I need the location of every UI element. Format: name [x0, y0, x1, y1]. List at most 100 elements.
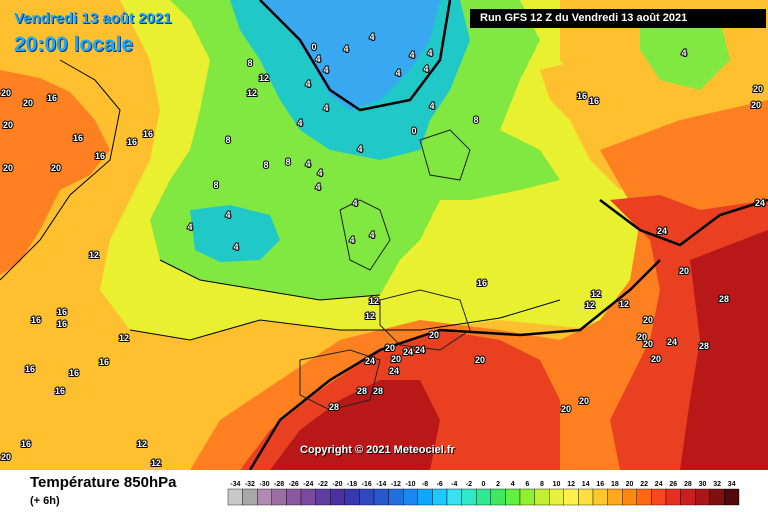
legend-title: Température 850hPa: [30, 474, 177, 491]
run-info: Run GFS 12 Z du Vendredi 13 août 2021: [470, 9, 766, 28]
scale-swatch: [344, 488, 360, 506]
isotherm-label: 16: [47, 93, 57, 103]
isotherm-label: 12: [591, 289, 601, 299]
scale-tick-label: 18: [611, 481, 619, 488]
isotherm-label: 28: [719, 294, 729, 304]
isotherm-label: 20: [51, 163, 61, 173]
isotherm-label: 4: [352, 198, 357, 208]
valid-date: Vendredi 13 août 2021: [14, 10, 172, 27]
scale-tick-label: -20: [332, 481, 342, 488]
scale-tick-label: 4: [511, 481, 515, 488]
isotherm-label: 0: [311, 42, 316, 52]
isotherm-label: 28: [329, 402, 339, 412]
isotherm-label: 16: [55, 386, 65, 396]
isotherm-label: 8: [263, 160, 268, 170]
isotherm-label: 4: [349, 235, 354, 245]
scale-swatch: [432, 488, 448, 506]
scale-tick-label: 24: [655, 481, 663, 488]
scale-tick-label: -12: [391, 481, 401, 488]
scale-tick-label: 14: [582, 481, 590, 488]
scale-tick-label: -28: [274, 481, 284, 488]
isotherm-label: 4: [225, 210, 230, 220]
scale-swatch: [359, 488, 375, 506]
scale-swatch: [607, 488, 623, 506]
scale-swatch: [505, 488, 521, 506]
contour-bold-east: [599, 198, 768, 247]
copyright-text: Copyright © 2021 Meteociel.fr: [300, 444, 455, 456]
isotherm-label: 8: [225, 135, 230, 145]
isotherm-label: 12: [137, 439, 147, 449]
isotherm-label: 4: [317, 168, 322, 178]
isotherm-label: 4: [315, 54, 320, 64]
scale-tick-label: 32: [713, 481, 721, 488]
isotherm-label: 12: [369, 296, 379, 306]
scale-swatch: [519, 488, 535, 506]
zone-28-east: [680, 230, 768, 470]
isotherm-label: 12: [365, 311, 375, 321]
isotherm-label: 4: [305, 79, 310, 89]
scale-tick-label: -26: [289, 481, 299, 488]
scale-tick-label: 8: [540, 481, 544, 488]
isotherm-label: 20: [637, 332, 647, 342]
scale-tick-label: -24: [303, 481, 313, 488]
isotherm-label: 4: [323, 65, 328, 75]
scale-swatch: [300, 488, 316, 506]
scale-swatch: [578, 488, 594, 506]
isotherm-label: 8: [213, 180, 218, 190]
isotherm-label: 24: [755, 198, 765, 208]
zone-4-south: [190, 205, 280, 262]
isotherm-label: 20: [23, 98, 33, 108]
scale-swatch: [417, 488, 433, 506]
isotherm-label: 4: [187, 222, 192, 232]
isotherm-label: 12: [119, 333, 129, 343]
isotherm-label: 4: [429, 101, 434, 111]
scale-swatch: [549, 488, 565, 506]
isotherm-label: 20: [643, 339, 653, 349]
isotherm-label: 16: [99, 357, 109, 367]
isotherm-label: 24: [389, 366, 399, 376]
isotherm-label: 8: [247, 58, 252, 68]
isotherm-label: 28: [373, 386, 383, 396]
scale-swatch: [534, 488, 550, 506]
isotherm-label: 4: [369, 230, 374, 240]
isotherm-label: 20: [561, 404, 571, 414]
isotherm-label: 20: [385, 343, 395, 353]
scale-tick-label: 34: [728, 481, 736, 488]
isotherm-label: 20: [429, 330, 439, 340]
scale-swatch: [373, 488, 389, 506]
contour-line-8: [159, 259, 381, 301]
scale-swatch: [286, 488, 302, 506]
scale-swatch: [257, 488, 273, 506]
scale-swatch: [227, 488, 243, 506]
isotherm-label: 16: [143, 129, 153, 139]
isotherm-label: 16: [57, 307, 67, 317]
zone-8-ne: [640, 20, 730, 90]
isotherm-label: 20: [1, 88, 11, 98]
isotherm-label: 12: [619, 299, 629, 309]
legend-footer: Température 850hPa (+ 6h) -34 -32 -30 -28 -2…: [0, 470, 768, 512]
scale-tick-label: -4: [451, 481, 457, 488]
isotherm-label: 4: [315, 182, 320, 192]
isotherm-label: 16: [69, 368, 79, 378]
contour-line-12: [129, 299, 561, 341]
scale-swatch: [402, 488, 418, 506]
isotherm-label: 4: [681, 48, 686, 58]
isotherm-label: 24: [657, 226, 667, 236]
scale-tick-label: -14: [376, 481, 386, 488]
isotherm-label: 4: [305, 159, 310, 169]
scale-swatch: [242, 488, 258, 506]
isotherm-label: 20: [651, 354, 661, 364]
isotherm-label: 16: [25, 364, 35, 374]
scale-swatch: [271, 488, 287, 506]
isotherm-label: 20: [579, 396, 589, 406]
scale-tick-label: 22: [640, 481, 648, 488]
isotherm-label: 4: [427, 48, 432, 58]
isotherm-label: 4: [681, 48, 686, 58]
isotherm-label: 16: [95, 151, 105, 161]
scale-tick-label: -2: [466, 481, 472, 488]
scale-tick-label: -22: [318, 481, 328, 488]
isotherm-label: 4: [357, 144, 362, 154]
isotherm-label: 4: [395, 68, 400, 78]
isotherm-label: 16: [31, 315, 41, 325]
